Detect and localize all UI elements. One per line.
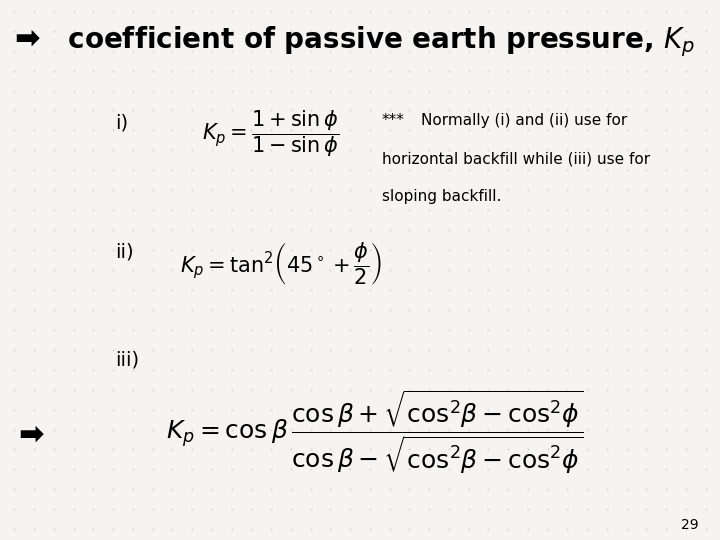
Text: ➡: ➡ [18, 420, 43, 449]
Text: i): i) [115, 113, 128, 132]
Text: ***: *** [382, 113, 405, 129]
Text: coefficient of passive earth pressure, $K_p$: coefficient of passive earth pressure, $… [58, 24, 695, 59]
Text: $K_p = \tan^2\!\left(45^\circ + \dfrac{\phi}{2}\right)$: $K_p = \tan^2\!\left(45^\circ + \dfrac{\… [180, 240, 382, 287]
Text: Normally (i) and (ii) use for: Normally (i) and (ii) use for [382, 113, 627, 129]
Text: $K_p = \dfrac{1+\sin\phi}{1-\sin\phi}$: $K_p = \dfrac{1+\sin\phi}{1-\sin\phi}$ [202, 108, 339, 159]
Text: $K_p = \cos\beta\,\dfrac{\cos\beta + \sqrt{\cos^2\!\beta - \cos^2\!\phi}}{\cos\b: $K_p = \cos\beta\,\dfrac{\cos\beta + \sq… [166, 388, 583, 476]
Text: horizontal backfill while (iii) use for: horizontal backfill while (iii) use for [382, 151, 649, 166]
Text: ➡: ➡ [14, 24, 40, 53]
Text: sloping backfill.: sloping backfill. [382, 189, 501, 204]
Text: ii): ii) [115, 243, 134, 262]
Text: iii): iii) [115, 351, 140, 370]
Text: 29: 29 [681, 518, 698, 532]
